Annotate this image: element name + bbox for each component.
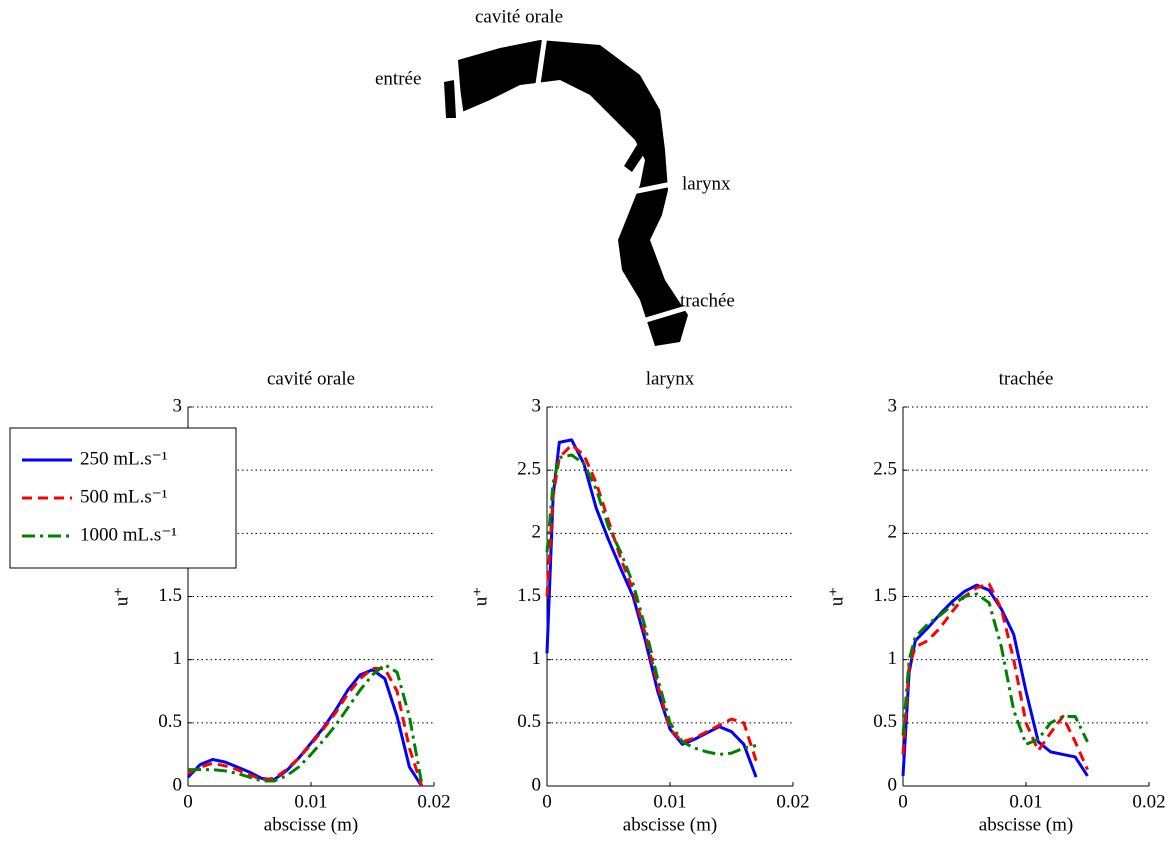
y-tick-label: 0 <box>888 774 898 795</box>
y-tick-label: 1.5 <box>517 585 541 606</box>
legend-label: 1000 mL.s⁻¹ <box>80 524 177 545</box>
y-tick-label: 1.5 <box>873 585 897 606</box>
y-tick-label: 3 <box>173 395 183 416</box>
y-tick-label: 0.5 <box>158 711 182 732</box>
y-tick-label: 1 <box>532 648 542 669</box>
y-tick-label: 0 <box>532 774 542 795</box>
cut-entree <box>453 77 465 121</box>
y-tick-label: 1 <box>888 648 898 669</box>
x-tick-label: 0.01 <box>1009 791 1042 812</box>
data-line <box>187 667 424 787</box>
legend-label: 500 mL.s⁻¹ <box>80 486 168 507</box>
data-line <box>545 438 758 778</box>
diagram-label: trachée <box>680 290 735 311</box>
side-pocket <box>624 140 648 172</box>
chart-title: cavité orale <box>267 368 355 389</box>
x-tick-label: 0.01 <box>653 791 686 812</box>
y-tick-label: 2.5 <box>517 459 541 480</box>
y-axis-label: u⁺ <box>470 587 491 607</box>
y-tick-label: 2.5 <box>873 459 897 480</box>
y-axis-label: u⁺ <box>826 587 847 607</box>
diagram-label: cavité orale <box>475 6 563 27</box>
chart-title: trachée <box>999 368 1054 389</box>
y-tick-label: 1.5 <box>158 585 182 606</box>
y-tick-label: 0 <box>173 774 183 795</box>
diagram-label: entrée <box>375 68 421 89</box>
legend: 250 mL.s⁻¹ 500 mL.s⁻¹ 1000 mL.s⁻¹ <box>9 427 237 569</box>
airway-diagram: entrée cavité orale larynx trachée <box>375 6 735 346</box>
cut-orale <box>535 35 548 85</box>
x-axis-label: abscisse (m) <box>264 814 358 835</box>
airway-entry <box>444 80 456 118</box>
x-axis-label: abscisse (m) <box>979 814 1073 835</box>
y-tick-label: 1 <box>173 648 183 669</box>
legend-label: 250 mL.s⁻¹ <box>80 448 168 469</box>
y-tick-label: 2 <box>532 522 542 543</box>
x-tick-label: 0 <box>183 791 193 812</box>
x-tick-label: 0 <box>542 791 552 812</box>
data-line <box>545 443 758 762</box>
x-tick-label: 0.02 <box>1132 791 1165 812</box>
y-tick-label: 2 <box>888 522 898 543</box>
y-tick-label: 3 <box>888 395 898 416</box>
y-tick-label: 0.5 <box>517 711 541 732</box>
chart-title: larynx <box>646 368 695 389</box>
data-line <box>188 663 424 784</box>
cut-larynx <box>631 181 673 195</box>
data-line <box>186 668 423 787</box>
y-tick-label: 3 <box>532 395 542 416</box>
y-tick-label: 0.5 <box>873 711 897 732</box>
x-tick-label: 0.01 <box>294 791 327 812</box>
x-axis-label: abscisse (m) <box>623 814 717 835</box>
cut-trachee <box>645 305 687 323</box>
data-line <box>901 592 1089 746</box>
data-line <box>901 582 1089 771</box>
airway-shape <box>458 40 688 346</box>
data-line <box>901 583 1089 777</box>
x-tick-label: 0.02 <box>776 791 809 812</box>
diagram-label: larynx <box>682 173 731 194</box>
x-tick-label: 0 <box>898 791 908 812</box>
data-line <box>545 453 757 756</box>
x-tick-label: 0.02 <box>417 791 450 812</box>
y-axis-label: u⁺ <box>111 587 132 607</box>
